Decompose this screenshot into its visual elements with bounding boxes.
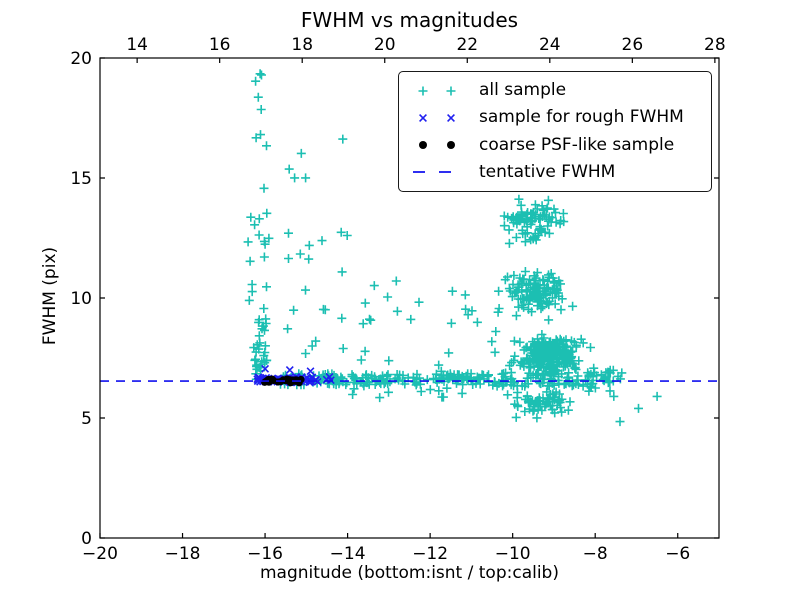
- series-all-sample: [243, 69, 662, 427]
- y-axis-label: FWHM (pix): [40, 246, 60, 346]
- x-tick-label-bottom: −14: [330, 544, 366, 564]
- legend-box: all sample sample for rough FWHM coarse …: [398, 71, 712, 192]
- legend-marker-plus-icon: [418, 86, 456, 96]
- legend-marker-cross-icon: [419, 113, 455, 122]
- chart-title: FWHM vs magnitudes: [300, 8, 519, 32]
- x-tick-label-top: 18: [291, 35, 313, 55]
- legend-marker-dot-icon: [419, 141, 455, 150]
- x-tick-label-bottom: −18: [165, 544, 201, 564]
- axis-ticks: [99, 57, 719, 539]
- x-tick-label-top: 20: [374, 35, 396, 55]
- x-tick-label-bottom: −12: [412, 544, 448, 564]
- y-tick-label: 0: [81, 529, 92, 549]
- legend-item-tentative-fwhm: tentative FWHM: [409, 159, 701, 185]
- x-tick-label-bottom: −6: [665, 544, 690, 564]
- legend-label: tentative FWHM: [479, 161, 616, 182]
- x-tick-label-bottom: −10: [495, 544, 531, 564]
- legend-label: coarse PSF-like sample: [479, 134, 675, 155]
- x-tick-label-bottom: −16: [247, 544, 283, 564]
- x-tick-label-bottom: −8: [583, 544, 608, 564]
- y-tick-label: 20: [70, 49, 92, 69]
- x-tick-label-top: 14: [126, 35, 148, 55]
- x-tick-label-top: 28: [704, 35, 726, 55]
- x-tick-label-top: 22: [456, 35, 478, 55]
- legend-marker-dashed-line-icon: [413, 171, 463, 174]
- x-tick-label-top: 16: [209, 35, 231, 55]
- series-coarse-psf-like-sample: [261, 375, 305, 387]
- x-tick-label-top: 26: [622, 35, 644, 55]
- y-tick-label: 10: [70, 289, 92, 309]
- x-tick-label-bottom: −20: [82, 544, 118, 564]
- y-tick-label: 5: [81, 409, 92, 429]
- legend-label: sample for rough FWHM: [479, 107, 684, 128]
- legend-label: all sample: [479, 80, 567, 101]
- x-tick-label-top: 24: [539, 35, 561, 55]
- x-axis-label: magnitude (bottom:isnt / top:calib): [260, 563, 559, 583]
- legend-item-all-sample: all sample: [409, 78, 701, 104]
- y-tick-label: 15: [70, 169, 92, 189]
- legend-item-psf-like-sample: coarse PSF-like sample: [409, 132, 701, 158]
- legend-item-rough-fwhm-sample: sample for rough FWHM: [409, 105, 701, 131]
